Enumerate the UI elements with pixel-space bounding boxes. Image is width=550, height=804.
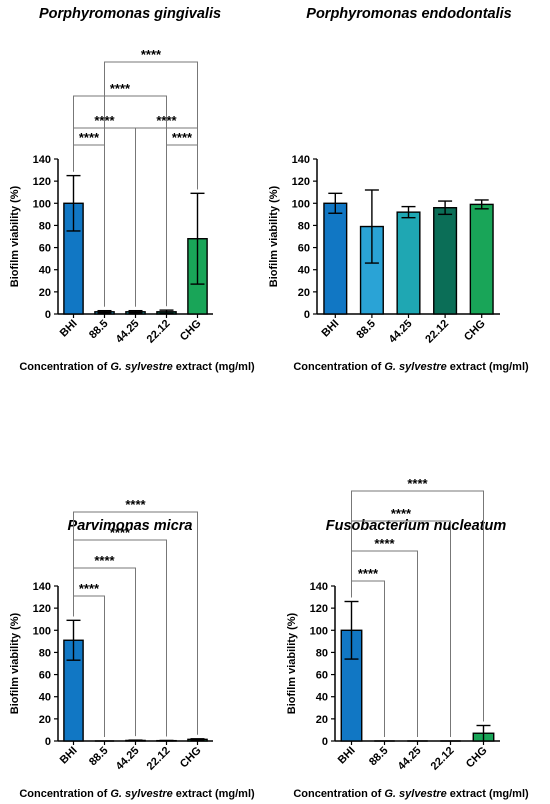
x-tick-label: CHG [178, 318, 204, 344]
x-tick-label: 44.25 [396, 745, 424, 773]
y-tick-label: 100 [292, 198, 310, 210]
significance-label: **** [94, 113, 115, 128]
bar [469, 203, 494, 315]
x-tick-label: 22.12 [429, 745, 457, 773]
significance-label: **** [156, 113, 177, 128]
y-tick-label: 0 [45, 736, 51, 748]
bar [433, 207, 458, 315]
x-tick-label: 22.12 [145, 745, 173, 773]
x-tick-label: BHI [320, 318, 342, 340]
y-tick-label: 60 [298, 243, 310, 255]
x-tick-label: CHG [178, 745, 204, 771]
y-tick-label: 80 [298, 220, 310, 232]
y-tick-label: 80 [39, 647, 51, 659]
x-tick-label: CHG [462, 318, 488, 344]
chart-title: Parvimonas micra [68, 518, 193, 534]
chart-panel-2: Porphyromonas endodontalis 0 20 40 60 80 100 12… [268, 6, 529, 373]
y-tick-label: 140 [292, 154, 310, 166]
x-tick-label: 88.5 [87, 318, 111, 342]
significance-label: **** [79, 130, 100, 145]
y-tick-label: 20 [316, 714, 328, 726]
x-tick-label: 22.12 [145, 318, 173, 346]
y-tick-label: 0 [322, 736, 328, 748]
significance-label: **** [125, 497, 146, 512]
significance-bracket [166, 144, 198, 307]
significance-label: **** [358, 566, 379, 581]
significance-bracket [104, 61, 198, 307]
y-tick-label: 140 [33, 154, 51, 166]
y-tick-label: 120 [310, 603, 328, 615]
y-tick-label: 40 [39, 692, 51, 704]
y-tick-label: 80 [39, 220, 51, 232]
y-tick-label: 0 [304, 309, 310, 321]
x-tick-label: BHI [336, 745, 358, 767]
significance-label: **** [374, 536, 395, 551]
significance-label: **** [391, 506, 412, 521]
significance-bracket [73, 144, 105, 307]
y-axis-label: Biofilm viability (%) [268, 185, 280, 287]
x-axis-label: Concentration of G. sylvestre extract (m… [19, 788, 255, 800]
chart-title: Porphyromonas gingivalis [39, 6, 221, 22]
y-axis-label: Biofilm viability (%) [286, 612, 298, 714]
x-axis-label: Concentration of G. sylvestre extract (m… [293, 361, 529, 373]
y-tick-label: 60 [39, 243, 51, 255]
chart-title: Fusobacterium nucleatum [326, 518, 507, 534]
y-tick-label: 20 [39, 714, 51, 726]
x-tick-label: 88.5 [367, 745, 391, 769]
chart-panel-3: Parvimonas micra 0 20 40 60 80 100 120 140 Biofil… [9, 497, 255, 800]
y-tick-label: 20 [298, 287, 310, 299]
y-tick-label: 60 [316, 670, 328, 682]
y-tick-label: 40 [316, 692, 328, 704]
y-tick-label: 120 [33, 603, 51, 615]
bar [396, 211, 421, 315]
significance-label: **** [172, 130, 193, 145]
x-tick-label: 22.12 [423, 318, 451, 346]
x-tick-label: CHG [464, 745, 490, 771]
significance-label: **** [110, 81, 131, 96]
x-tick-label: 44.25 [387, 318, 415, 346]
y-tick-label: 100 [310, 625, 328, 637]
significance-label: **** [94, 553, 115, 568]
x-tick-label: 88.5 [354, 318, 378, 342]
y-tick-label: 140 [33, 581, 51, 593]
y-tick-label: 120 [33, 176, 51, 188]
y-tick-label: 40 [298, 265, 310, 277]
x-tick-label: 44.25 [114, 745, 142, 773]
significance-bracket [73, 567, 136, 737]
y-tick-label: 80 [316, 647, 328, 659]
significance-bracket [351, 550, 418, 737]
y-tick-label: 60 [39, 670, 51, 682]
y-tick-label: 40 [39, 265, 51, 277]
y-tick-label: 100 [33, 198, 51, 210]
significance-label: **** [141, 47, 162, 62]
x-axis-label: Concentration of G. sylvestre extract (m… [293, 788, 529, 800]
x-tick-label: BHI [58, 745, 80, 767]
x-tick-label: 44.25 [114, 318, 142, 346]
x-tick-label: 88.5 [87, 745, 111, 769]
y-tick-label: 0 [45, 309, 51, 321]
y-tick-label: 20 [39, 287, 51, 299]
y-tick-label: 140 [310, 581, 328, 593]
y-axis-label: Biofilm viability (%) [9, 612, 21, 714]
significance-label: **** [110, 525, 131, 540]
significance-bracket [73, 595, 105, 737]
y-tick-label: 120 [292, 176, 310, 188]
significance-label: **** [79, 581, 100, 596]
significance-bracket [73, 539, 167, 737]
x-axis-label: Concentration of G. sylvestre extract (m… [19, 361, 255, 373]
y-tick-label: 100 [33, 625, 51, 637]
chart-panel-1: Porphyromonas gingivalis 0 20 40 60 80 100 120 1… [9, 6, 255, 373]
significance-label: **** [407, 476, 428, 491]
significance-bracket [351, 580, 385, 737]
y-axis-label: Biofilm viability (%) [9, 185, 21, 287]
chart-panel-4: Fusobacterium nucleatum 0 20 40 60 80 100 120 14… [286, 476, 529, 800]
chart-title: Porphyromonas endodontalis [306, 6, 511, 22]
significance-bracket [351, 520, 451, 737]
x-tick-label: BHI [58, 318, 80, 340]
bar [323, 202, 348, 315]
